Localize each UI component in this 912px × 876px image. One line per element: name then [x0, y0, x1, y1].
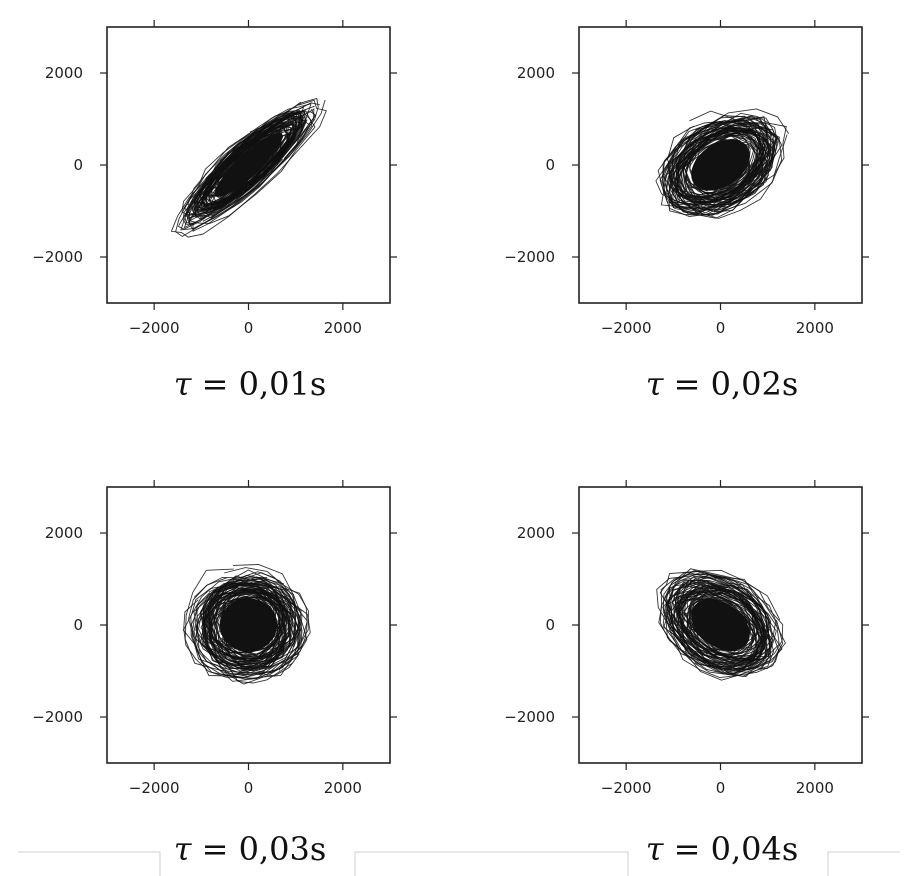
panel-3: −2000 0 2000 2000 0 −2000 τ = 0,03s: [32, 480, 397, 868]
trajectory-loop: [194, 110, 313, 218]
panels: −2000 0 2000 2000 0 −2000 τ = 0,01s −2000 0 2000 2…: [32, 20, 869, 868]
tau-symbol: τ: [646, 830, 665, 868]
trajectory-loop: [682, 133, 760, 204]
y-tick-label: 2000: [517, 64, 555, 82]
panel-caption: τ = 0,04s: [646, 830, 799, 868]
y-tick-label: −2000: [32, 708, 83, 726]
y-tick-label: 0: [73, 616, 83, 634]
trajectory-loop: [204, 122, 288, 199]
panel-4: −2000 0 2000 2000 0 −2000 τ = 0,04s: [504, 480, 869, 868]
tau-symbol: τ: [646, 365, 665, 403]
trajectory-loop: [202, 590, 300, 664]
y-tick-label: 0: [73, 156, 83, 174]
trajectory-loop: [675, 580, 783, 672]
trajectory-loop: [686, 591, 767, 666]
y-tick-label: 2000: [517, 524, 555, 542]
trajectory-loop: [677, 129, 775, 208]
trajectory-loop: [661, 112, 787, 216]
trajectory-loop: [175, 97, 319, 238]
trajectory-loop: [666, 569, 784, 671]
tau-value: = 0,04s: [663, 830, 798, 868]
panel-caption: τ = 0,03s: [174, 830, 327, 868]
tau-symbol: τ: [174, 365, 193, 403]
x-tick-label: −2000: [601, 779, 652, 797]
trajectory-loop: [678, 589, 757, 659]
x-tick-label: 0: [716, 319, 726, 337]
trajectory-loop: [182, 574, 308, 677]
trajectory-loop: [208, 584, 286, 661]
panel-1: −2000 0 2000 2000 0 −2000 τ = 0,01s: [32, 20, 397, 403]
y-tick-label: 0: [545, 156, 555, 174]
dense-core: [214, 133, 283, 197]
trajectory-loop: [689, 134, 758, 198]
x-tick-label: −2000: [129, 779, 180, 797]
trajectory-loop: [184, 564, 303, 685]
trajectory-loop: [183, 571, 303, 678]
trajectory-loop: [670, 575, 777, 675]
trajectory-loop: [188, 111, 316, 224]
trajectory-cloud: [182, 564, 311, 685]
trajectory-loop: [667, 579, 766, 661]
y-tick-label: 2000: [45, 64, 83, 82]
dense-core: [691, 139, 750, 191]
trajectory-loop: [181, 109, 304, 226]
trajectory-loop: [184, 103, 312, 223]
tau-value: = 0,03s: [191, 830, 326, 868]
y-tick-label: −2000: [32, 248, 83, 266]
dense-core: [691, 599, 750, 651]
panel-2: −2000 0 2000 2000 0 −2000 τ = 0,02s: [504, 20, 869, 403]
trajectory-loop: [659, 570, 786, 670]
x-tick-label: −2000: [601, 319, 652, 337]
trajectory-loop: [213, 587, 281, 659]
trajectory-loop: [210, 577, 299, 684]
x-tick-label: 2000: [324, 319, 362, 337]
trajectory-loop: [667, 126, 764, 216]
x-tick-label: 0: [716, 779, 726, 797]
trajectory-loop: [204, 588, 290, 661]
tau-symbol: τ: [174, 830, 193, 868]
y-tick-label: −2000: [504, 708, 555, 726]
trajectory-cloud: [170, 97, 327, 238]
trajectory-cloud: [656, 568, 786, 681]
trajectory-loop: [196, 112, 302, 212]
dense-core: [219, 598, 278, 652]
x-tick-label: −2000: [129, 319, 180, 337]
trajectory-loop: [210, 123, 295, 205]
trajectory-loop: [199, 115, 311, 216]
y-tick-label: −2000: [504, 248, 555, 266]
trajectory-loop: [670, 125, 769, 206]
x-tick-label: 2000: [796, 779, 834, 797]
x-tick-label: 2000: [324, 779, 362, 797]
trajectory-loop: [667, 584, 771, 672]
trajectory-cloud: [655, 108, 790, 219]
trajectory-loop: [664, 125, 769, 209]
trajectory-loop: [201, 123, 295, 211]
x-tick-label: 0: [244, 319, 254, 337]
x-tick-label: 0: [244, 779, 254, 797]
trajectory-loop: [182, 112, 302, 225]
tau-value: = 0,01s: [191, 365, 326, 403]
trajectory-loop: [196, 577, 301, 682]
x-tick-label: 2000: [796, 319, 834, 337]
trajectory-loop: [655, 115, 769, 206]
trajectory-loop: [199, 576, 289, 676]
bottom-separators: [18, 851, 900, 876]
trajectory-loop: [657, 108, 790, 217]
tau-value: = 0,02s: [663, 365, 798, 403]
y-tick-label: 2000: [45, 524, 83, 542]
trajectory-loop: [668, 119, 765, 201]
panel-caption: τ = 0,01s: [174, 365, 327, 403]
y-tick-label: 0: [545, 616, 555, 634]
trajectory-loop: [670, 117, 775, 210]
panel-caption: τ = 0,02s: [646, 365, 799, 403]
trajectory-loop: [198, 112, 297, 209]
